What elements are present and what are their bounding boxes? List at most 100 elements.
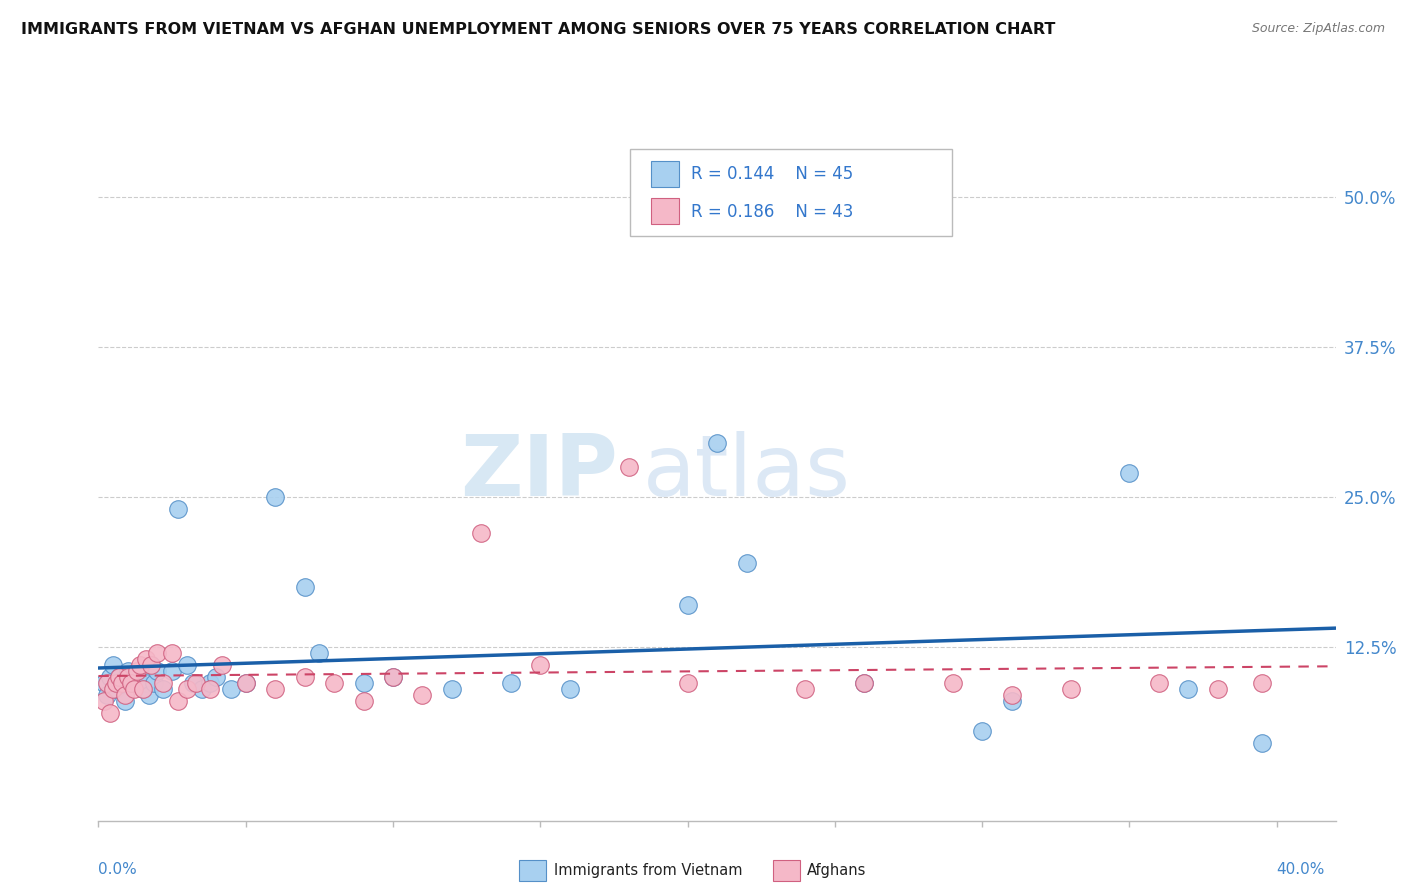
Point [235,675,257,690]
Point [353,675,375,690]
Point [160,646,183,660]
Point [167,501,190,516]
Point [117,670,139,684]
Point [108,670,131,684]
Point [120,675,142,690]
Point [294,670,316,684]
Point [98,670,121,684]
Point [235,675,257,690]
Point [264,490,287,504]
Text: ZIP: ZIP [460,431,619,515]
Point [111,675,134,690]
Point [219,681,242,696]
Point [411,688,433,702]
Point [853,675,876,690]
Point [264,681,287,696]
Point [96,688,118,702]
Point [101,657,124,672]
Point [617,459,640,474]
Text: 0.0%: 0.0% [98,863,138,878]
Point [853,675,876,690]
Point [942,675,965,690]
Point [152,681,174,696]
Point [101,681,124,696]
FancyBboxPatch shape [651,161,679,187]
Point [794,681,817,696]
Point [96,675,118,690]
Text: R = 0.186    N = 43: R = 0.186 N = 43 [692,202,853,221]
Point [146,664,169,678]
Point [120,675,142,690]
Point [93,675,115,690]
Point [972,723,994,738]
Point [1118,466,1140,480]
Point [138,688,160,702]
Point [1251,736,1274,750]
Point [200,675,222,690]
Point [108,670,131,684]
Point [125,670,148,684]
Point [125,664,148,678]
Text: 40.0%: 40.0% [1277,863,1324,878]
Point [706,435,728,450]
Point [323,675,346,690]
Text: Source: ZipAtlas.com: Source: ZipAtlas.com [1251,22,1385,36]
Point [190,681,212,696]
Point [111,675,134,690]
Point [499,675,522,690]
Point [294,580,316,594]
Point [167,694,190,708]
FancyBboxPatch shape [630,149,952,236]
Point [382,670,405,684]
Point [131,681,153,696]
Point [181,675,204,690]
Point [122,681,145,696]
Point [676,598,699,612]
Text: R = 0.144    N = 45: R = 0.144 N = 45 [692,165,853,183]
Point [114,694,136,708]
Point [1177,681,1199,696]
Point [184,675,207,690]
Point [735,556,758,570]
Text: Afghans: Afghans [807,863,866,879]
FancyBboxPatch shape [651,198,679,225]
Point [128,657,150,672]
Point [1001,694,1024,708]
Point [105,681,128,696]
Point [135,675,157,690]
Point [1206,681,1229,696]
Text: atlas: atlas [643,431,851,515]
FancyBboxPatch shape [519,860,547,881]
Text: Immigrants from Vietnam: Immigrants from Vietnam [554,863,742,879]
Point [205,670,228,684]
Point [529,657,551,672]
Point [1059,681,1081,696]
Point [141,657,163,672]
Point [440,681,463,696]
Point [558,681,581,696]
Point [143,675,166,690]
Point [353,694,375,708]
Point [146,646,169,660]
Point [152,675,174,690]
Point [1251,675,1274,690]
Point [176,681,198,696]
Point [200,681,222,696]
Point [470,525,492,540]
Point [93,694,115,708]
Point [211,657,233,672]
FancyBboxPatch shape [773,860,800,881]
Point [135,651,157,665]
Point [160,664,183,678]
Point [98,706,121,720]
Point [122,675,145,690]
Point [1147,675,1170,690]
Point [141,657,163,672]
Point [308,646,330,660]
Point [131,681,153,696]
Point [676,675,699,690]
Point [1001,688,1024,702]
Point [105,675,128,690]
Point [114,688,136,702]
Point [117,664,139,678]
